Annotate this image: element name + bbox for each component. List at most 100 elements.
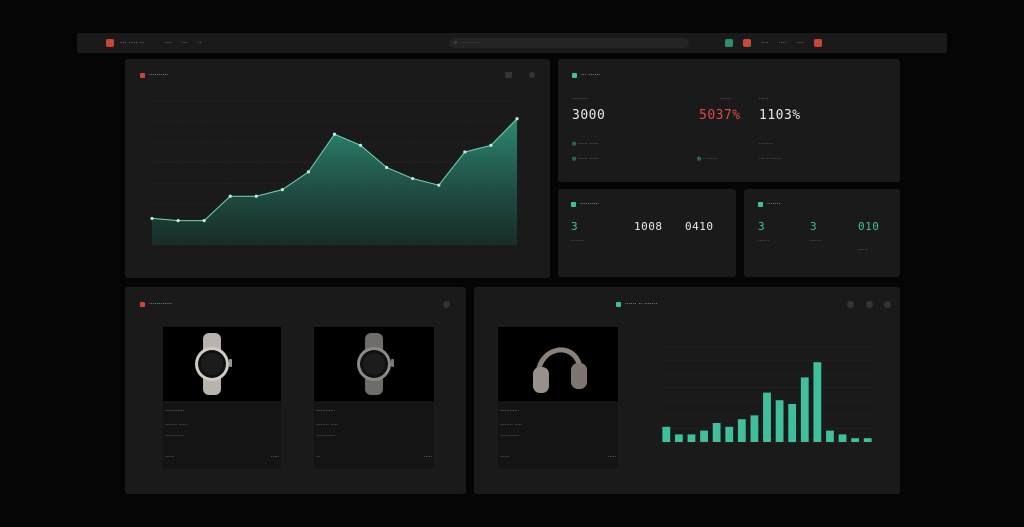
panel-title: ······· — [758, 201, 780, 208]
bar — [813, 362, 822, 442]
smartwatch-icon — [357, 333, 394, 395]
notification-icon[interactable] — [743, 39, 751, 47]
bar — [838, 434, 847, 442]
bar — [788, 404, 797, 442]
app-logo-icon[interactable] — [106, 39, 114, 47]
data-point — [150, 216, 154, 221]
product-detail: ········ ····· — [165, 422, 188, 428]
top-nav-link[interactable]: ·· — [197, 39, 202, 47]
kpi-value: 5037% — [699, 108, 741, 123]
product-tag: ······ — [500, 454, 510, 460]
kpi-subtext: ········· — [759, 141, 774, 147]
bar — [800, 377, 809, 442]
product-tag: ··· — [316, 454, 321, 460]
kpi-value: 3000 — [572, 108, 606, 123]
top-nav-link[interactable]: ···· — [164, 39, 172, 47]
kpi-subtext: ◍ ········· — [697, 156, 718, 162]
panel-icon — [572, 73, 577, 78]
area-fill — [152, 118, 517, 245]
stat-value: 1008 — [634, 220, 663, 233]
product-name: ············ — [165, 408, 185, 414]
revenue-chart-panel: ·········· — [125, 59, 550, 278]
product-detail: ············ — [500, 433, 520, 439]
top-right-link[interactable]: ···· — [796, 39, 804, 47]
bar — [687, 434, 696, 442]
panel-icon — [758, 202, 763, 207]
kpi-panel: ··· ······ ·········· ······· ······ 300… — [558, 59, 900, 182]
product-price: ····· — [608, 454, 616, 460]
kpi-label: ·········· — [572, 96, 588, 102]
panel-title-text: ············ — [149, 301, 172, 308]
avatar[interactable] — [813, 39, 822, 47]
panel-title-text: ······ ·· ······· — [625, 301, 658, 308]
panel-title: ··· ······ — [572, 72, 600, 79]
stat-value: 3 — [810, 220, 818, 233]
status-icon[interactable] — [725, 39, 733, 47]
bar — [712, 423, 721, 442]
product-card[interactable]: ············ ········ ····· ············… — [163, 327, 281, 469]
search-bar[interactable]: ⌕ ············ — [449, 38, 689, 48]
data-point — [489, 143, 493, 147]
top-right-link[interactable]: ···· — [778, 39, 787, 47]
trend-icon: ◍ — [572, 141, 577, 147]
data-point — [176, 219, 180, 223]
panel-title: ············ — [140, 301, 172, 308]
data-point — [515, 117, 519, 121]
bar — [662, 426, 671, 442]
search-icon: ⌕ — [454, 39, 458, 46]
product-image — [314, 327, 434, 401]
stat-value: 3 — [571, 220, 579, 233]
product-card[interactable]: ············ ········ ····· ············… — [314, 327, 434, 469]
product-detail: ········ ····· — [500, 422, 523, 428]
panel-title: ······ ·· ······· — [616, 301, 657, 308]
top-right-actions: ···· ···· ···· — [725, 39, 822, 47]
mini-stats-panel: ······· 3 3 010 ······· ······· ······ — [744, 189, 900, 277]
product-detail: ············ — [316, 433, 336, 439]
settings-icon[interactable] — [443, 301, 450, 308]
bar — [700, 430, 708, 442]
bar — [826, 430, 834, 442]
bar — [674, 434, 683, 442]
kpi-subtext: ···· ········· — [759, 156, 782, 162]
panel-title-text: ··· ······ — [581, 72, 601, 79]
panel-icon — [571, 202, 576, 207]
bar — [863, 438, 872, 442]
panel-icon — [140, 302, 145, 307]
stat-subtext: ······· — [758, 238, 770, 244]
panel-icon — [140, 73, 145, 78]
bar — [725, 426, 734, 442]
kpi-subtext: ◍ ······ ······ — [572, 156, 599, 162]
bar — [750, 415, 759, 442]
stat-subtext: ······· — [810, 238, 822, 244]
revenue-area-chart — [150, 100, 519, 246]
settings-icon[interactable] — [884, 301, 891, 308]
settings-icon[interactable] — [529, 72, 535, 78]
trend-icon: ◍ — [572, 156, 577, 162]
product-name: ············ — [500, 408, 520, 414]
sales-bar-chart — [660, 346, 874, 443]
product-detail: ············ — [165, 433, 185, 439]
headphones-icon — [533, 347, 587, 393]
kpi-label: ······ — [759, 96, 769, 102]
data-point — [358, 143, 363, 147]
data-point — [228, 194, 232, 198]
product-card[interactable]: ············ ········ ····· ············… — [498, 327, 618, 469]
product-name: ············ — [316, 408, 336, 414]
kpi-label: ······· — [720, 96, 732, 102]
expand-icon[interactable] — [505, 72, 512, 78]
top-right-link[interactable]: ···· — [761, 39, 769, 47]
top-nav-links: ···· ··· ·· — [164, 40, 201, 47]
data-point — [306, 170, 311, 174]
kpi-value: 1103% — [759, 108, 801, 123]
bar — [851, 438, 860, 442]
search-placeholder: ············ — [461, 40, 481, 46]
data-point — [463, 150, 467, 154]
filter-icon[interactable] — [847, 301, 854, 308]
product-detail: ········ ····· — [316, 422, 339, 428]
top-nav-link[interactable]: ··· — [181, 39, 188, 47]
panel-title-text: ·········· — [580, 201, 600, 208]
trend-icon: ◍ — [697, 156, 702, 162]
expand-icon[interactable] — [866, 301, 873, 308]
sales-panel: ······ ·· ······· ············ ········ … — [474, 287, 900, 494]
data-point — [332, 132, 337, 136]
